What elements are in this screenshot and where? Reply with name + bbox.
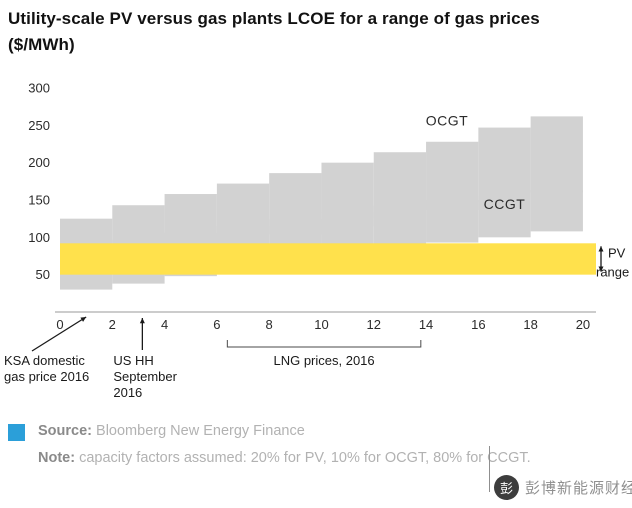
note-text: capacity factors assumed: 20% for PV, 10… — [75, 450, 531, 467]
x-tick-label: 0 — [56, 317, 63, 332]
source-label: Source: — [38, 423, 92, 439]
ksa-arrow — [31, 316, 87, 352]
us-hh-annotation-text: US HH — [113, 353, 153, 368]
y-tick-label: 100 — [28, 230, 50, 245]
source-text: Bloomberg New Energy Finance — [92, 423, 305, 439]
source-line: Source: Bloomberg New Energy Finance — [38, 420, 598, 442]
chart-title: Utility-scale PV versus gas plants LCOE … — [8, 9, 540, 54]
bnef-logo-glyph: 彭 — [499, 482, 513, 497]
x-tick-label: 2 — [109, 317, 116, 332]
band-ocgt-step — [478, 127, 531, 202]
footer: Source: Bloomberg New Energy Finance Not… — [8, 420, 598, 475]
pv-range-band — [60, 243, 596, 275]
lng-range-bracket — [226, 340, 422, 348]
x-tick-label: 16 — [471, 317, 485, 332]
band-ccgt-step — [530, 190, 583, 232]
watermark: 彭 彭博新能源财经 — [494, 475, 632, 500]
x-tick-label: 10 — [314, 317, 328, 332]
series-label-ocgt: OCGT — [426, 112, 468, 128]
note-line: Note: capacity factors assumed: 20% for … — [38, 447, 598, 469]
band-ccgt-step — [478, 196, 531, 238]
ksa-arrow-head — [80, 317, 87, 322]
bnef-logo-icon: 彭 — [494, 475, 519, 500]
ksa-annotation-text: gas price 2016 — [4, 369, 89, 384]
y-tick-label: 300 — [28, 81, 50, 96]
lng-annotation-text: LNG prices, 2016 — [273, 353, 374, 368]
watermark-divider — [489, 446, 490, 492]
lcoe-chart: 50 100 150 200 250 300 0 2 4 6 8 10 12 14 16 18 20 OCGT CC… — [4, 81, 629, 401]
x-tick-label: 18 — [523, 317, 537, 332]
band-ocgt-step — [530, 116, 583, 193]
x-tick-label: 20 — [576, 317, 590, 332]
x-tick-label: 4 — [161, 317, 168, 332]
y-tick-label: 150 — [28, 193, 50, 208]
pv-range-label: PV — [608, 245, 626, 260]
us-hh-annotation-text: 2016 — [113, 385, 142, 400]
y-tick-label: 200 — [28, 155, 50, 170]
source-brand-square — [8, 424, 25, 441]
ksa-annotation-text: KSA domestic — [4, 353, 85, 368]
watermark-text: 彭博新能源财经 — [525, 480, 632, 497]
pv-range-arrow-head — [598, 266, 604, 272]
footer-text: Source: Bloomberg New Energy Finance Not… — [38, 420, 598, 475]
x-tick-label: 12 — [367, 317, 381, 332]
y-tick-label: 250 — [28, 118, 50, 133]
band-ocgt-step — [426, 141, 479, 210]
x-tick-label: 14 — [419, 317, 433, 332]
pv-range-label: range — [596, 265, 629, 280]
band-ccgt-step — [426, 200, 479, 243]
band-ccgt-step — [373, 205, 427, 250]
us-hh-annotation-text: September — [113, 369, 177, 384]
series-label-ccgt: CCGT — [484, 196, 526, 212]
note-label: Note: — [38, 450, 76, 467]
us-hh-arrow-head — [139, 318, 145, 324]
pv-range-arrow-head — [598, 246, 604, 252]
x-tick-label: 6 — [213, 317, 220, 332]
y-tick-label: 50 — [36, 267, 50, 282]
x-tick-label: 8 — [266, 317, 273, 332]
